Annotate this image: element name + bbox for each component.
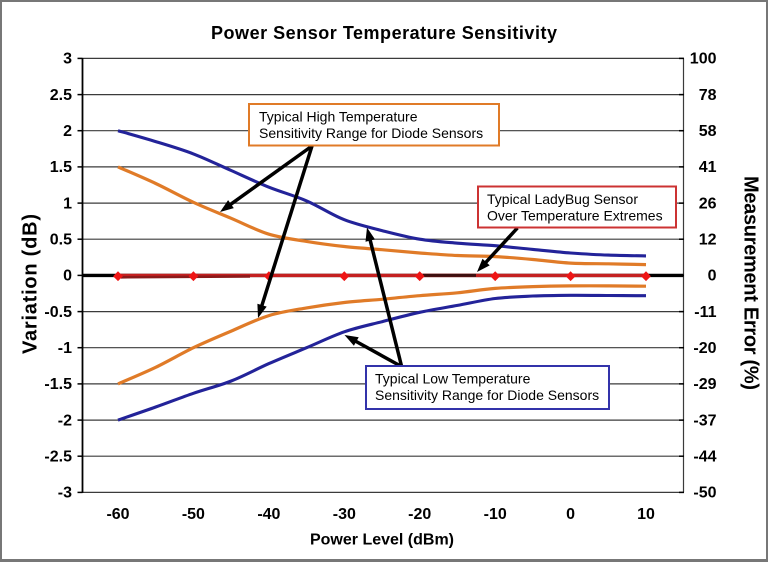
svg-text:0: 0	[708, 268, 717, 285]
svg-text:26: 26	[699, 195, 717, 212]
svg-text:12: 12	[699, 232, 717, 249]
svg-text:-1: -1	[58, 340, 72, 357]
svg-text:-60: -60	[106, 506, 129, 523]
svg-text:-1.5: -1.5	[44, 376, 72, 393]
svg-text:-50: -50	[693, 485, 716, 502]
svg-text:100: 100	[690, 51, 717, 68]
svg-text:-29: -29	[693, 376, 716, 393]
svg-text:2: 2	[63, 123, 72, 140]
svg-text:-2.5: -2.5	[44, 449, 72, 466]
svg-text:-20: -20	[408, 506, 431, 523]
svg-text:Sensitivity Range for Diode Se: Sensitivity Range for Diode Sensors	[259, 125, 483, 141]
svg-text:Typical Low Temperature: Typical Low Temperature	[375, 371, 531, 387]
svg-text:-3: -3	[58, 485, 72, 502]
svg-text:-44: -44	[693, 449, 716, 466]
svg-text:Over Temperature Extremes: Over Temperature Extremes	[487, 208, 663, 224]
svg-text:Typical LadyBug Sensor: Typical LadyBug Sensor	[487, 191, 638, 207]
svg-text:Power Level (dBm): Power Level (dBm)	[310, 532, 454, 549]
svg-text:-37: -37	[693, 412, 716, 429]
svg-text:0.5: 0.5	[50, 232, 72, 249]
svg-text:-2: -2	[58, 412, 72, 429]
svg-text:0: 0	[63, 268, 72, 285]
svg-text:Power Sensor Temperature Sensi: Power Sensor Temperature Sensitivity	[211, 23, 557, 43]
svg-text:78: 78	[699, 87, 717, 104]
svg-text:-0.5: -0.5	[44, 304, 72, 321]
svg-text:2.5: 2.5	[50, 87, 72, 104]
svg-text:-20: -20	[693, 340, 716, 357]
svg-text:1.5: 1.5	[50, 159, 72, 176]
svg-text:Typical High Temperature: Typical High Temperature	[259, 109, 418, 125]
svg-text:58: 58	[699, 123, 717, 140]
svg-text:10: 10	[637, 506, 655, 523]
svg-text:1: 1	[63, 195, 72, 212]
svg-text:Sensitivity Range for Diode Se: Sensitivity Range for Diode Sensors	[375, 387, 599, 403]
svg-text:Measurement Error (%): Measurement Error (%)	[740, 176, 762, 390]
svg-text:-30: -30	[333, 506, 356, 523]
svg-text:0: 0	[566, 506, 575, 523]
svg-text:Variation (dB): Variation (dB)	[20, 214, 42, 354]
svg-text:-10: -10	[484, 506, 507, 523]
svg-text:41: 41	[699, 159, 717, 176]
svg-text:3: 3	[63, 51, 72, 68]
svg-text:-11: -11	[694, 304, 716, 321]
svg-text:-40: -40	[257, 506, 280, 523]
svg-text:-50: -50	[182, 506, 205, 523]
